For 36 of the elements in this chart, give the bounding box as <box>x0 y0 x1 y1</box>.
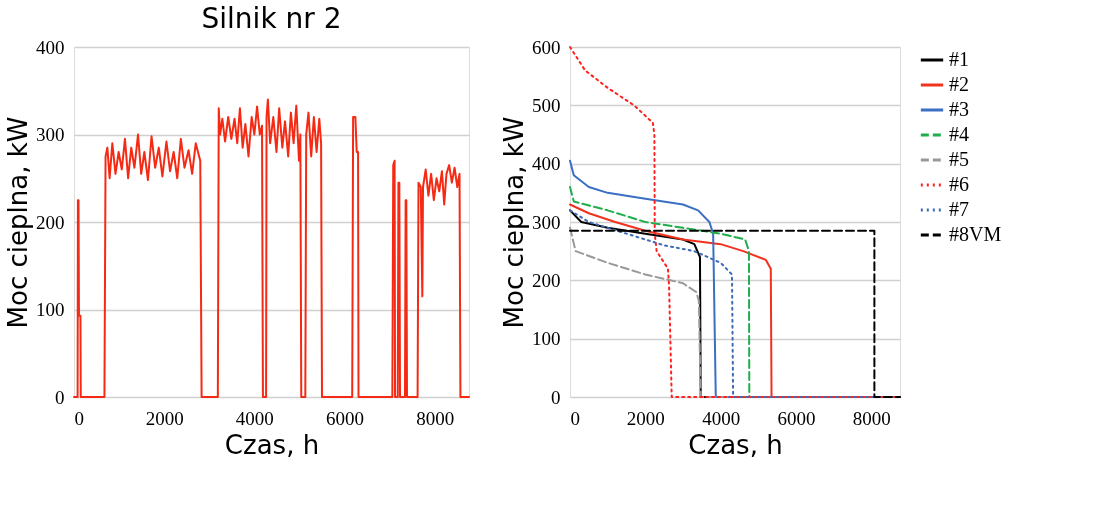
x-tick-label: 2000 <box>626 407 665 429</box>
y-tick-label: 400 <box>532 153 561 175</box>
legend-label: #7 <box>949 198 969 220</box>
y-tick-label: 400 <box>36 36 65 58</box>
legend-label: #2 <box>949 73 969 95</box>
legend-label: #8VM <box>949 223 1002 245</box>
y-axis-title: Moc cieplna, kW <box>499 116 529 329</box>
y-tick-label: 500 <box>532 94 561 116</box>
y-tick-label: 100 <box>532 328 561 350</box>
legend-label: #3 <box>949 98 969 120</box>
y-tick-label: 100 <box>36 299 65 320</box>
y-tick-label: 600 <box>532 36 561 58</box>
y-axis-title: Moc cieplna, kW <box>3 116 33 329</box>
legend-label: #4 <box>949 123 969 145</box>
y-tick-label: 0 <box>55 386 65 408</box>
x-tick-label: 6000 <box>777 407 816 429</box>
x-tick-label: 0 <box>74 407 84 429</box>
y-tick-label: 300 <box>36 124 65 145</box>
legend-label: #5 <box>949 148 969 170</box>
y-tick-label: 0 <box>551 386 561 408</box>
y-tick-label: 200 <box>532 269 561 291</box>
legend-label: #1 <box>949 48 969 70</box>
x-tick-label: 0 <box>570 407 580 429</box>
x-axis-title: Czas, h <box>688 429 783 460</box>
chart-title: Silnik nr 2 <box>201 2 342 35</box>
x-tick-label: 4000 <box>235 407 274 429</box>
x-tick-label: 8000 <box>852 407 891 429</box>
x-tick-label: 8000 <box>416 407 455 429</box>
x-tick-label: 6000 <box>326 407 365 429</box>
x-axis-title: Czas, h <box>224 429 320 460</box>
y-tick-label: 300 <box>532 211 561 233</box>
line-series <box>73 98 470 398</box>
x-tick-label: 2000 <box>145 407 184 429</box>
legend-label: #6 <box>949 173 969 195</box>
x-tick-label: 4000 <box>702 407 741 429</box>
y-tick-label: 200 <box>36 211 65 233</box>
